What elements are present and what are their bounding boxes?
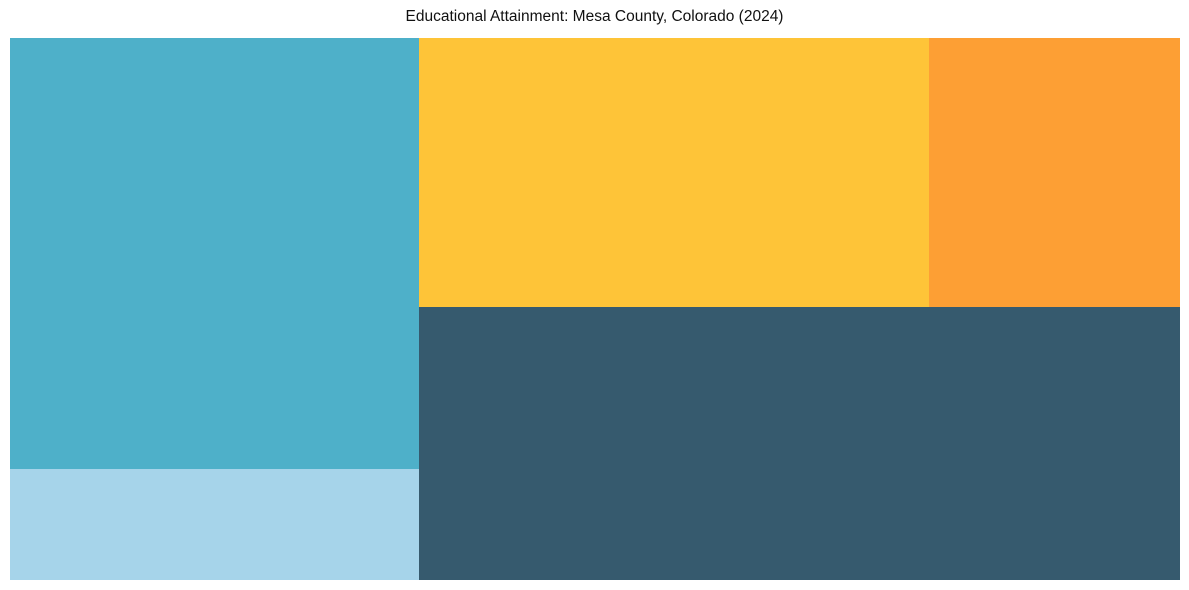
treemap-rect-seg3 bbox=[419, 38, 929, 307]
treemap-rect-seg5 bbox=[419, 307, 1180, 580]
chart-title: Educational Attainment: Mesa County, Col… bbox=[405, 8, 784, 25]
treemap-rect-seg2 bbox=[10, 469, 419, 580]
treemap-rect-seg4 bbox=[929, 38, 1180, 307]
treemap-plot-area bbox=[10, 38, 1180, 580]
treemap-rect-seg1 bbox=[10, 38, 419, 469]
